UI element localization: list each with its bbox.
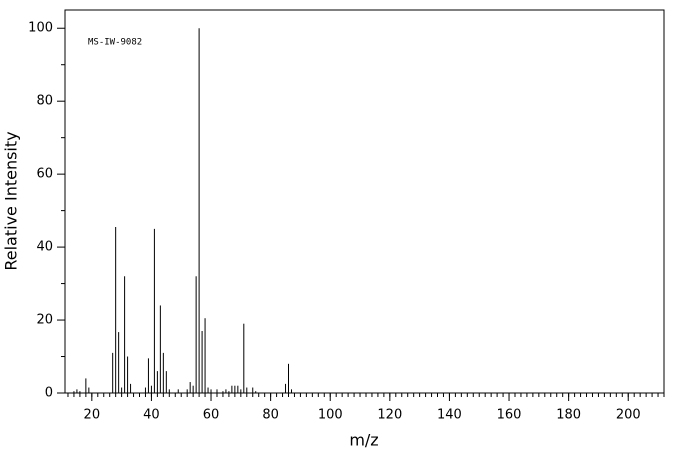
y-tick-label: 40 xyxy=(36,240,53,255)
x-axis-label: m/z xyxy=(349,431,378,450)
y-tick-label: 60 xyxy=(36,167,53,182)
x-tick-label: 180 xyxy=(556,408,581,423)
x-tick-label: 20 xyxy=(84,408,101,423)
x-tick-label: 200 xyxy=(616,408,641,423)
y-axis-label: Relative Intensity xyxy=(2,131,21,270)
x-tick-label: 100 xyxy=(318,408,343,423)
y-tick-label: 100 xyxy=(28,21,53,36)
x-tick-label: 160 xyxy=(497,408,522,423)
y-tick-label: 20 xyxy=(36,313,53,328)
x-tick-label: 120 xyxy=(377,408,402,423)
plot-frame xyxy=(64,9,665,394)
x-tick-label: 60 xyxy=(203,408,220,423)
x-tick-label: 80 xyxy=(262,408,279,423)
y-tick-label: 0 xyxy=(45,386,53,401)
x-tick-label: 140 xyxy=(437,408,462,423)
annotation: MS-IW-9082 xyxy=(88,38,142,48)
x-tick-label: 40 xyxy=(143,408,160,423)
y-tick-label: 80 xyxy=(36,94,53,109)
